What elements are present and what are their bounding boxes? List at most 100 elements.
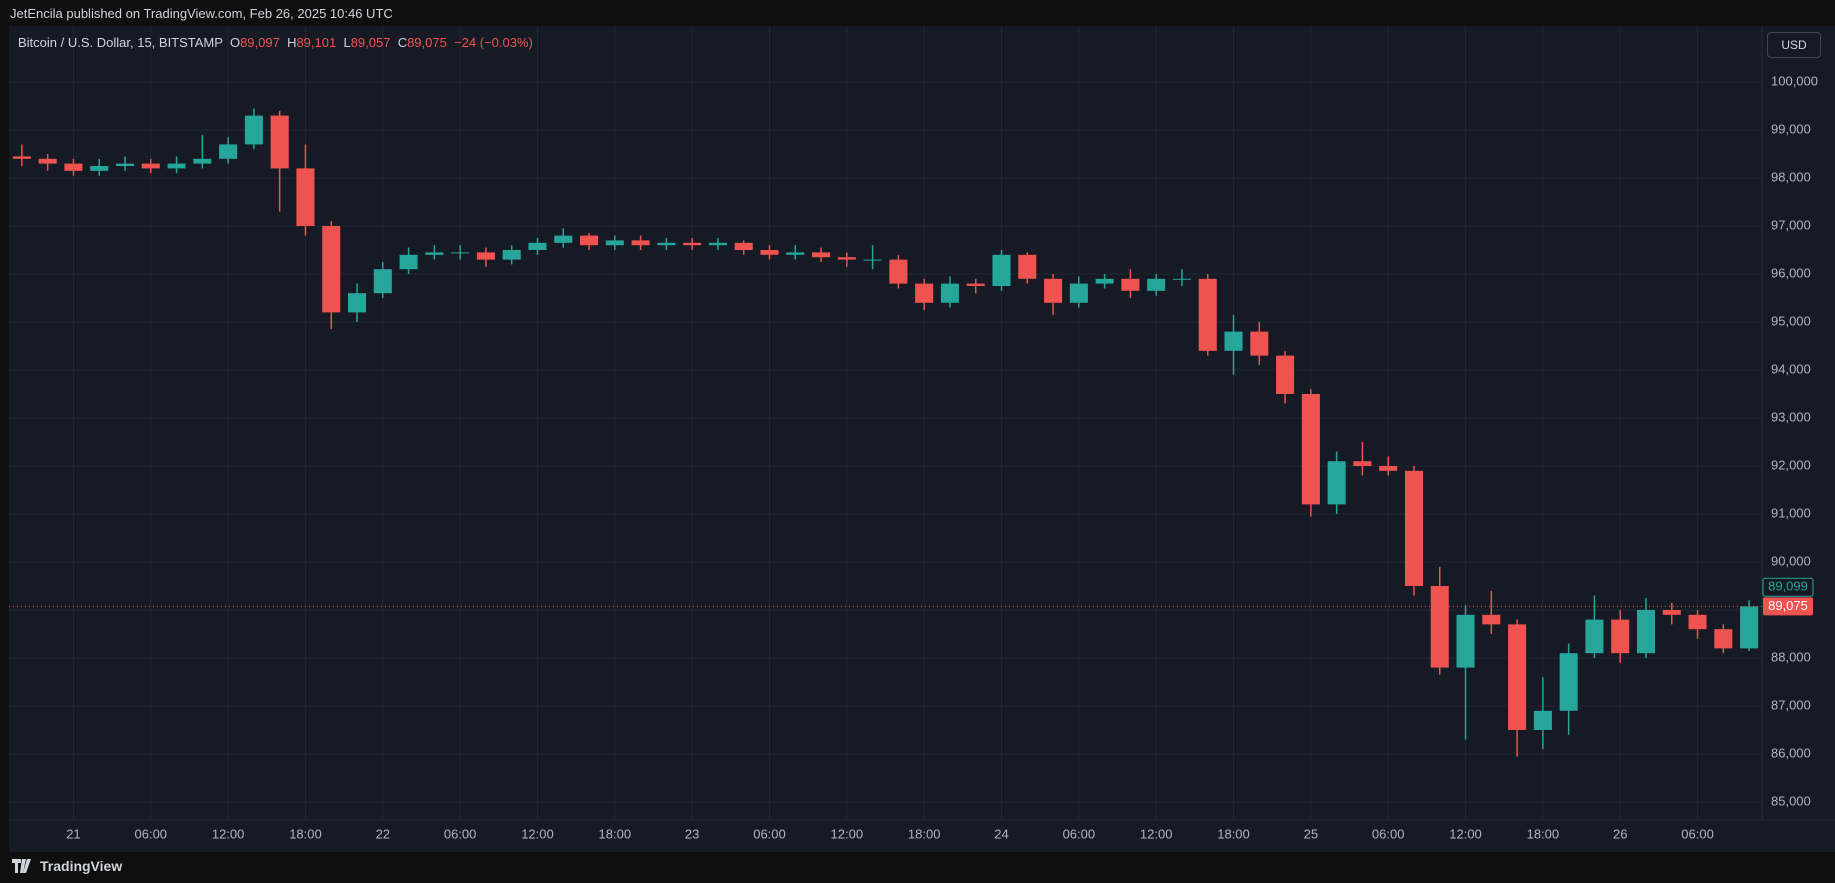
chart-background xyxy=(9,26,1835,852)
x-tick-label: 06:00 xyxy=(753,826,786,841)
y-tick-label: 94,000 xyxy=(1771,361,1811,376)
candle xyxy=(1559,643,1578,735)
candle-body xyxy=(992,254,1011,287)
candle xyxy=(1044,274,1063,315)
candle-body xyxy=(734,242,753,251)
candle-body xyxy=(1379,466,1398,471)
candle-body xyxy=(296,168,315,227)
x-tick-label: 18:00 xyxy=(289,826,322,841)
candle-body xyxy=(193,158,212,164)
legend: Bitcoin / U.S. Dollar, 15, BITSTAMP O89,… xyxy=(18,35,533,50)
candle xyxy=(193,134,212,169)
candle xyxy=(1250,322,1269,366)
candle-body xyxy=(115,163,135,167)
candle-body xyxy=(812,252,831,258)
y-tick-label: 99,000 xyxy=(1771,121,1811,136)
candle xyxy=(605,235,624,251)
candle-body xyxy=(605,240,624,246)
candle-body xyxy=(476,252,495,260)
x-tick-label: 12:00 xyxy=(212,826,245,841)
candle-body xyxy=(347,293,367,313)
candle-body xyxy=(90,166,109,171)
ohlc-key: O xyxy=(229,35,241,50)
candle xyxy=(1121,269,1140,299)
last-price-label: 89,075 xyxy=(1768,598,1808,613)
x-tick-label: 18:00 xyxy=(599,826,632,841)
candle-body xyxy=(580,235,599,246)
candle xyxy=(373,262,392,299)
y-tick-label: 85,000 xyxy=(1771,793,1811,808)
candle-body xyxy=(1533,710,1552,731)
candles xyxy=(12,108,1759,757)
candle-body xyxy=(1327,461,1346,505)
candle-body xyxy=(1714,629,1733,649)
candle-body xyxy=(657,242,676,246)
candle-body xyxy=(141,163,160,169)
ohlc-value: 89,075 xyxy=(407,35,447,50)
x-tick-label: 23 xyxy=(685,826,699,841)
candle xyxy=(451,245,470,260)
candle-body xyxy=(425,252,444,255)
x-tick-label: 06:00 xyxy=(1372,826,1405,841)
candle xyxy=(115,156,135,171)
candle-body xyxy=(1301,394,1320,505)
candle xyxy=(1327,451,1346,515)
candle xyxy=(1404,466,1424,596)
candle xyxy=(786,245,805,260)
candle xyxy=(167,156,186,174)
candle-body xyxy=(631,240,650,246)
axes: 85,00086,00087,00088,00089,00090,00091,0… xyxy=(9,73,1818,841)
candle xyxy=(1276,350,1295,404)
candle-body xyxy=(528,242,547,251)
candle-body xyxy=(1250,331,1269,356)
candle xyxy=(322,221,341,330)
y-tick-label: 90,000 xyxy=(1771,553,1811,568)
candle xyxy=(580,233,599,251)
candle xyxy=(90,158,109,176)
candle xyxy=(837,252,856,267)
candle-body xyxy=(1069,283,1088,303)
candle xyxy=(1172,269,1191,287)
ohlc-key: H xyxy=(287,35,297,50)
candle xyxy=(38,154,57,171)
ohlc-value: 89,101 xyxy=(296,35,337,50)
candle-body xyxy=(1688,614,1707,630)
change: −24 (−0.03%) xyxy=(454,35,533,50)
x-tick-label: 06:00 xyxy=(1681,826,1714,841)
y-tick-label: 100,000 xyxy=(1771,73,1818,88)
grid xyxy=(9,26,1762,820)
candle xyxy=(1740,600,1759,651)
candle xyxy=(889,254,908,289)
candle-body xyxy=(1740,606,1759,649)
candle-body xyxy=(244,115,263,145)
candle-body xyxy=(1482,614,1501,625)
y-tick-label: 96,000 xyxy=(1771,265,1811,280)
x-tick-label: 06:00 xyxy=(1063,826,1096,841)
y-tick-label: 95,000 xyxy=(1771,313,1811,328)
candle-body xyxy=(1044,278,1063,303)
candle-body xyxy=(786,252,805,255)
candle xyxy=(760,245,779,260)
candle-body xyxy=(1095,278,1114,284)
candle xyxy=(296,144,315,236)
candle xyxy=(244,108,263,150)
x-tick-label: 12:00 xyxy=(1140,826,1173,841)
candle xyxy=(1456,605,1475,740)
y-tick-label: 92,000 xyxy=(1771,457,1811,472)
candle-body xyxy=(373,269,392,294)
candle xyxy=(141,158,160,174)
candle-body xyxy=(1172,278,1191,280)
x-tick-label: 12:00 xyxy=(831,826,864,841)
candle-body xyxy=(708,242,727,246)
candle xyxy=(399,247,418,275)
currency-button[interactable]: USD xyxy=(1767,32,1821,58)
candle xyxy=(1301,389,1320,517)
x-tick-label: 22 xyxy=(376,826,390,841)
prev-price-label: 89,099 xyxy=(1768,579,1808,594)
x-tick-label: 18:00 xyxy=(908,826,941,841)
x-tick-label: 26 xyxy=(1613,826,1627,841)
candle-body xyxy=(1456,614,1475,668)
candle xyxy=(992,250,1011,291)
candle-body xyxy=(760,250,779,255)
